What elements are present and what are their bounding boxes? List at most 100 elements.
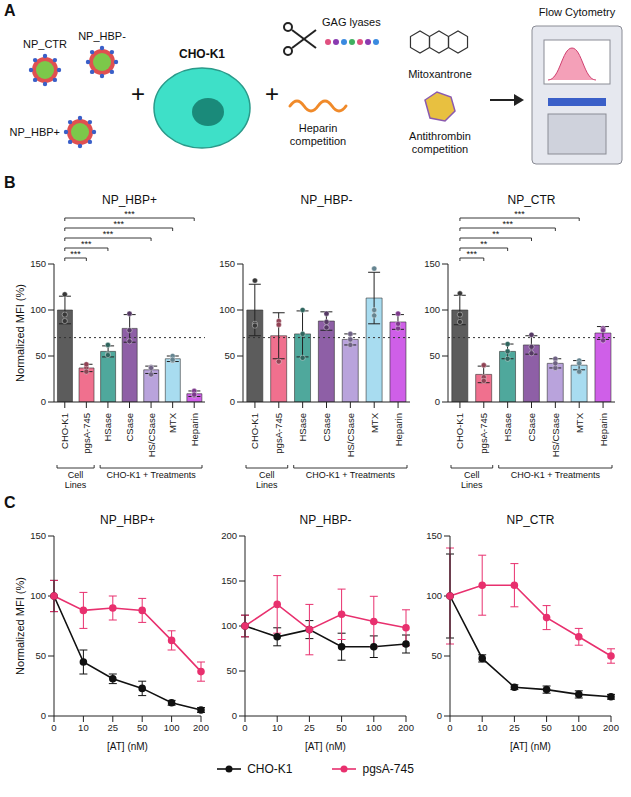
svg-text:25: 25 <box>108 722 119 733</box>
svg-text:Mitoxantrone: Mitoxantrone <box>408 68 472 80</box>
svg-text:+: + <box>131 80 145 107</box>
svg-text:CSase: CSase <box>124 413 135 442</box>
svg-text:CHO-K1 + Treatments: CHO-K1 + Treatments <box>106 470 196 480</box>
svg-text:50: 50 <box>226 665 237 676</box>
svg-text:[AT] (nM): [AT] (nM) <box>305 741 346 752</box>
svg-text:100: 100 <box>221 620 237 631</box>
svg-text:200: 200 <box>603 722 619 733</box>
svg-text:MTX: MTX <box>369 412 380 433</box>
svg-text:competition: competition <box>290 135 346 147</box>
svg-text:CSase: CSase <box>526 413 537 442</box>
svg-text:NP_HBP-: NP_HBP- <box>78 30 126 42</box>
svg-text:50: 50 <box>431 650 442 661</box>
svg-text:CHO-K1: CHO-K1 <box>179 47 225 61</box>
svg-text:200: 200 <box>398 722 414 733</box>
svg-text:100: 100 <box>366 722 382 733</box>
svg-text:0: 0 <box>242 722 247 733</box>
svg-text:100: 100 <box>571 722 587 733</box>
svg-text:HSase: HSase <box>297 413 308 442</box>
svg-text:10: 10 <box>477 722 488 733</box>
svg-text:Lines: Lines <box>461 480 483 490</box>
svg-text:200: 200 <box>221 530 237 541</box>
svg-text:***: *** <box>113 219 124 229</box>
svg-text:Heparin: Heparin <box>598 413 609 446</box>
svg-text:CHO-K1 + Treatments: CHO-K1 + Treatments <box>511 470 601 480</box>
svg-text:50: 50 <box>336 722 347 733</box>
svg-text:HS/CSase: HS/CSase <box>345 413 356 457</box>
svg-text:pgsA-745: pgsA-745 <box>273 413 284 454</box>
svg-text:Lines: Lines <box>256 480 278 490</box>
svg-text:CHO-K1: CHO-K1 <box>249 413 260 449</box>
svg-text:0: 0 <box>447 722 452 733</box>
svg-text:HS/CSase: HS/CSase <box>146 413 157 457</box>
svg-text:50: 50 <box>429 350 440 361</box>
svg-text:100: 100 <box>426 590 442 601</box>
svg-text:150: 150 <box>424 258 440 269</box>
svg-text:25: 25 <box>304 722 315 733</box>
svg-text:***: *** <box>467 249 478 259</box>
svg-text:MTX: MTX <box>574 412 585 433</box>
svg-text:50: 50 <box>137 722 148 733</box>
svg-text:Normalized MFI (%): Normalized MFI (%) <box>14 577 26 675</box>
svg-text:Heparin: Heparin <box>189 413 200 446</box>
svg-text:[AT] (nM): [AT] (nM) <box>107 741 148 752</box>
svg-text:HSase: HSase <box>502 413 513 442</box>
svg-text:pgsA-745: pgsA-745 <box>478 413 489 454</box>
svg-text:Flow Cytometry: Flow Cytometry <box>539 6 616 18</box>
svg-text:0: 0 <box>51 722 56 733</box>
svg-text:100: 100 <box>219 304 235 315</box>
svg-text:50: 50 <box>35 350 46 361</box>
svg-text:**: ** <box>492 229 500 239</box>
svg-text:150: 150 <box>30 530 46 541</box>
svg-text:***: *** <box>103 229 114 239</box>
svg-text:NP_CTR: NP_CTR <box>23 38 67 50</box>
svg-text:0: 0 <box>232 710 237 721</box>
svg-text:25: 25 <box>509 722 520 733</box>
svg-text:50: 50 <box>35 650 46 661</box>
svg-text:GAG lyases: GAG lyases <box>322 16 381 28</box>
svg-text:MTX: MTX <box>167 412 178 433</box>
svg-text:100: 100 <box>30 590 46 601</box>
svg-text:Cell: Cell <box>464 470 480 480</box>
svg-text:CHO-K1 + Treatments: CHO-K1 + Treatments <box>306 470 396 480</box>
svg-text:CHO-K1: CHO-K1 <box>454 413 465 449</box>
svg-text:**: ** <box>480 239 488 249</box>
svg-text:Lines: Lines <box>65 480 87 490</box>
svg-text:HSase: HSase <box>102 413 113 442</box>
svg-text:0: 0 <box>41 710 46 721</box>
svg-text:NP_HBP+: NP_HBP+ <box>10 126 60 138</box>
svg-text:150: 150 <box>30 258 46 269</box>
svg-text:100: 100 <box>164 722 180 733</box>
svg-text:50: 50 <box>541 722 552 733</box>
svg-text:pgsA-745: pgsA-745 <box>81 413 92 454</box>
svg-text:***: *** <box>81 239 92 249</box>
svg-text:+: + <box>265 80 279 107</box>
svg-text:Cell: Cell <box>68 470 84 480</box>
svg-text:0: 0 <box>41 396 46 407</box>
svg-text:150: 150 <box>426 530 442 541</box>
svg-text:***: *** <box>70 249 81 259</box>
svg-text:10: 10 <box>272 722 283 733</box>
svg-text:Heparin: Heparin <box>393 413 404 446</box>
svg-text:50: 50 <box>224 350 235 361</box>
svg-text:Cell: Cell <box>259 470 275 480</box>
svg-text:Normalized MFI (%): Normalized MFI (%) <box>14 284 26 382</box>
svg-text:150: 150 <box>219 258 235 269</box>
svg-text:CHO-K1: CHO-K1 <box>59 413 70 449</box>
svg-text:competition: competition <box>412 143 468 155</box>
svg-text:HS/CSase: HS/CSase <box>550 413 561 457</box>
svg-text:CSase: CSase <box>321 413 332 442</box>
svg-text:***: *** <box>514 209 525 219</box>
svg-text:200: 200 <box>193 722 209 733</box>
svg-text:0: 0 <box>435 396 440 407</box>
svg-text:Antithrombin: Antithrombin <box>409 130 471 142</box>
svg-text:150: 150 <box>221 575 237 586</box>
svg-text:100: 100 <box>30 304 46 315</box>
svg-text:Heparin: Heparin <box>299 122 338 134</box>
svg-text:0: 0 <box>437 710 442 721</box>
svg-text:[AT] (nM): [AT] (nM) <box>510 741 551 752</box>
svg-text:***: *** <box>124 209 135 219</box>
svg-text:***: *** <box>502 219 513 229</box>
svg-text:10: 10 <box>78 722 89 733</box>
svg-text:0: 0 <box>230 396 235 407</box>
